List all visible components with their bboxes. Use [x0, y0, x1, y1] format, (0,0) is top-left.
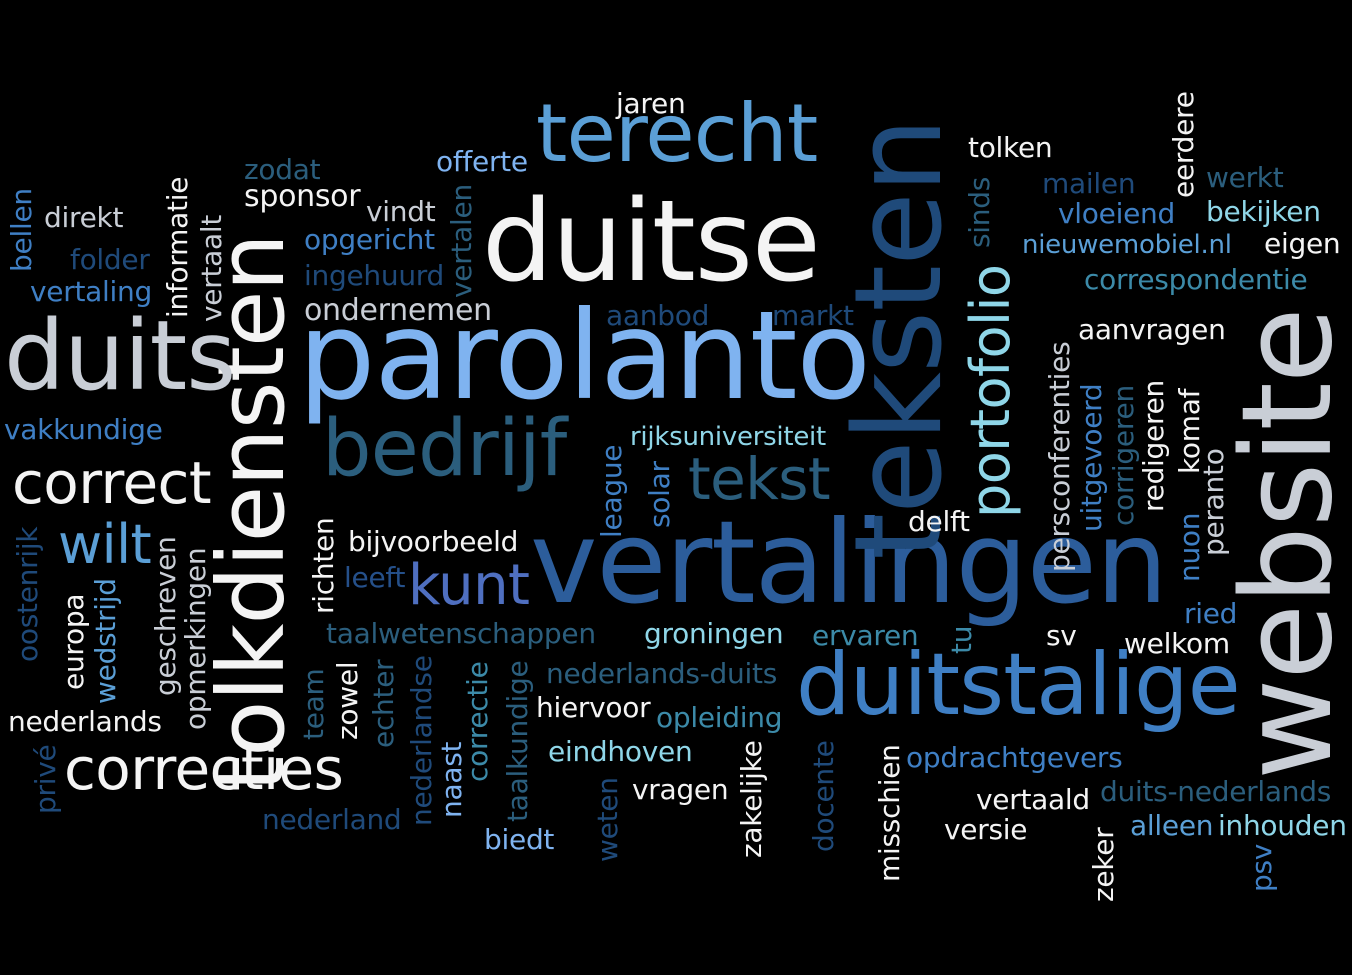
word-markt: markt — [772, 299, 854, 332]
word-echter: echter — [367, 659, 400, 748]
word-opmerkingen: opmerkingen — [179, 547, 212, 730]
word-team: team — [297, 668, 330, 740]
word-vertalen: vertalen — [445, 184, 478, 298]
word-terecht: terecht — [536, 87, 818, 180]
word-duits-nederlands: duits-nederlands — [1100, 775, 1332, 808]
word-versie: versie — [944, 813, 1028, 846]
word-ingehuurd: ingehuurd — [304, 259, 445, 292]
word-zakelijke: zakelijke — [735, 740, 768, 858]
word-vertaalt: vertaalt — [195, 214, 228, 322]
word-jaren: jaren — [616, 87, 686, 120]
word-correctie: correctie — [461, 661, 494, 782]
word-bijvoorbeeld: bijvoorbeeld — [348, 525, 519, 558]
word-nederland: nederland — [262, 803, 402, 836]
word-aanvragen: aanvragen — [1078, 313, 1226, 346]
word-uitgevoerd: uitgevoerd — [1075, 383, 1108, 532]
word-redigeren: redigeren — [1137, 379, 1170, 512]
word-tekst: tekst — [688, 445, 831, 513]
word-inhouden: inhouden — [1218, 809, 1347, 842]
word-sinds: sinds — [963, 176, 996, 248]
word-hiervoor: hiervoor — [536, 691, 651, 724]
word-ried: ried — [1184, 597, 1238, 630]
word-taalwetenschappen: taalwetenschappen — [326, 617, 596, 650]
word-correspondentie: correspondentie — [1084, 263, 1308, 296]
word-zeker: zeker — [1087, 827, 1120, 902]
word-kunt: kunt — [408, 553, 530, 618]
word-website: website — [1216, 308, 1352, 780]
word-mailen: mailen — [1042, 167, 1136, 200]
word-solar: solar — [643, 461, 676, 528]
word-opgericht: opgericht — [304, 223, 435, 256]
word-aanbod: aanbod — [606, 299, 710, 332]
word-league: league — [595, 444, 628, 538]
word-geschreven: geschreven — [149, 536, 182, 696]
word-portofolio: portofolio — [959, 264, 1022, 518]
word-corrigeren: corrigeren — [1107, 385, 1140, 526]
word-rijksuniversiteit: rijksuniversiteit — [630, 422, 826, 452]
word-nederlands: nederlands — [8, 705, 162, 738]
word-naast: naast — [435, 741, 468, 818]
word-weten: weten — [591, 777, 624, 862]
word-persconferenties: persconferenties — [1043, 341, 1076, 572]
word-offerte: offerte — [436, 145, 528, 178]
word-wedstrijd: wedstrijd — [89, 578, 122, 704]
word-folder: folder — [70, 243, 150, 276]
word-tu: tu — [945, 625, 978, 654]
word-eerdere: eerdere — [1167, 91, 1200, 198]
word-opleiding: opleiding — [656, 701, 783, 734]
word-europa: europa — [57, 593, 90, 690]
word-duitse: duitse — [482, 177, 821, 307]
word-ervaren: ervaren — [812, 619, 919, 652]
word-misschien: misschien — [873, 744, 906, 882]
word-taalkundige: taalkundige — [501, 660, 534, 822]
word-oostenrijk: oostenrijk — [11, 526, 44, 662]
word-vertalingen: vertalingen — [530, 496, 1168, 629]
word-nederlandse: nederlandse — [405, 655, 438, 826]
word-groningen: groningen — [644, 617, 784, 650]
word-delft: delft — [908, 505, 970, 538]
word-ondernemen: ondernemen — [304, 293, 492, 328]
word-vakkundige: vakkundige — [4, 413, 163, 446]
word-vindt: vindt — [366, 195, 436, 228]
word-duitstalige: duitstalige — [796, 635, 1241, 735]
word-richten: richten — [307, 517, 340, 614]
word-zodat: zodat — [244, 153, 321, 186]
word-docente: docente — [807, 740, 840, 852]
word-prive: privé — [29, 744, 62, 814]
word-eindhoven: eindhoven — [548, 735, 693, 768]
word-correct: correct — [12, 449, 212, 517]
word-nuon: nuon — [1173, 512, 1206, 582]
word-parolanto: parolanto — [298, 285, 871, 427]
word-wilt: wilt — [58, 513, 152, 576]
word-welkom: welkom — [1124, 627, 1230, 660]
word-bekijken: bekijken — [1206, 195, 1321, 228]
word-sponsor: sponsor — [244, 179, 361, 214]
word-nederlands-duits: nederlands-duits — [546, 657, 778, 690]
word-correcties: correcties — [64, 735, 344, 803]
word-werkt: werkt — [1206, 161, 1284, 194]
word-sv: sv — [1046, 619, 1077, 652]
word-opdrachtgevers: opdrachtgevers — [906, 741, 1123, 774]
word-biedt: biedt — [484, 823, 555, 856]
word-tolken: tolken — [968, 131, 1053, 164]
word-informatie: informatie — [161, 176, 194, 318]
word-leeft: leeft — [344, 561, 406, 594]
word-vloeiend: vloeiend — [1058, 197, 1175, 230]
word-bedrijf: bedrijf — [322, 404, 567, 494]
word-duits: duits — [4, 300, 236, 412]
word-nieuwemobiel: nieuwemobiel.nl — [1022, 230, 1232, 260]
word-eigen: eigen — [1264, 227, 1341, 260]
word-direkt: direkt — [44, 201, 124, 234]
word-alleen: alleen — [1130, 809, 1214, 842]
word-vertaling: vertaling — [30, 275, 153, 308]
word-vragen: vragen — [632, 773, 729, 806]
word-zowel: zowel — [331, 661, 364, 740]
word-bellen: bellen — [5, 188, 38, 272]
word-vertaald: vertaald — [976, 783, 1090, 816]
word-teksten: teksten — [830, 118, 969, 560]
word-psv: psv — [1245, 843, 1278, 892]
